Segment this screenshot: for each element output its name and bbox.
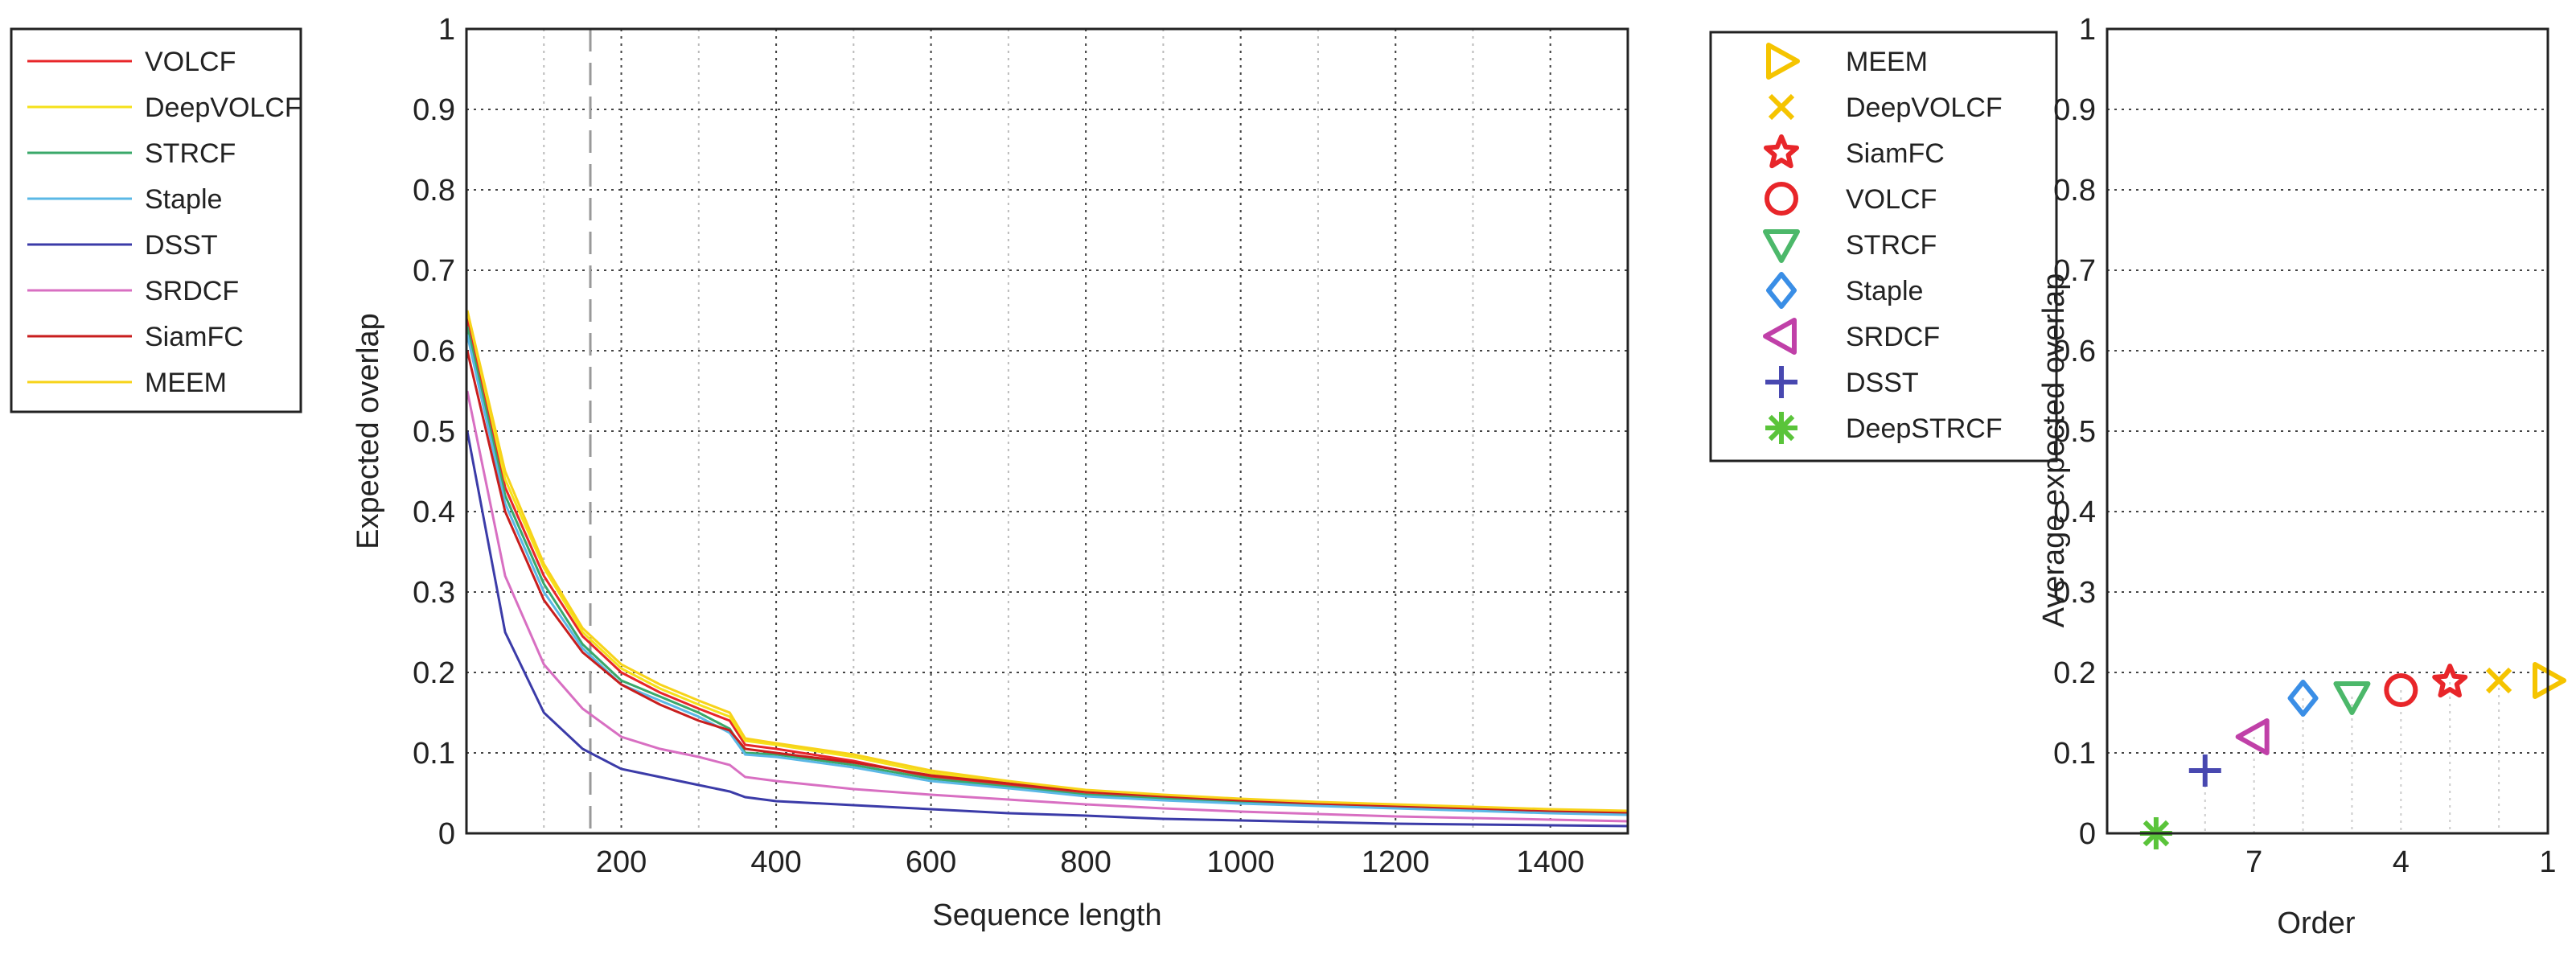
legend-label: STRCF: [145, 138, 236, 169]
average-expected-overlap-chart: 0 0.1 0.2 0.3 0.4 0.5 0.6 0.7 0.8 0.9 1 7 4 1 Order A…: [2037, 13, 2566, 940]
x-tick-label: 800: [1060, 845, 1111, 879]
y-axis-label-2: Average expected overlap: [2037, 273, 2071, 628]
legend-label: VOLCF: [145, 47, 236, 77]
point-deepvolcf: [2485, 667, 2512, 694]
y-tick-label: 0: [2079, 817, 2096, 851]
y-tick-label: 0.7: [413, 254, 455, 288]
x-tick-label: 400: [750, 845, 801, 879]
legend-label: SRDCF: [1846, 322, 1940, 352]
y-tick-label: 1: [438, 13, 455, 47]
point-srdcf: [2235, 718, 2270, 755]
point-strcf: [2333, 681, 2371, 715]
y-tick-label: 0.1: [2053, 737, 2096, 771]
legend-label: MEEM: [145, 368, 227, 398]
point-siamfc: [2432, 664, 2468, 698]
x-tick-label: 1200: [1362, 845, 1430, 879]
series-line-staple: [466, 334, 1629, 816]
x-tick-label: 7: [2245, 845, 2262, 879]
x-axis-label-1: Sequence length: [932, 898, 1161, 932]
y-axis-label-1: Expected overlap: [351, 313, 385, 549]
y-tick-label: 0.9: [413, 93, 455, 127]
x-tick-label: 1: [2539, 845, 2556, 879]
y-tick-label: 0.8: [2053, 174, 2096, 208]
y-tick-label: 0.4: [2053, 495, 2096, 529]
y-tick-label: 0.4: [413, 495, 455, 529]
point-volcf: [2384, 673, 2418, 707]
legend-label: Staple: [145, 184, 222, 215]
point-staple: [2287, 680, 2319, 717]
legend-label: SRDCF: [145, 276, 239, 306]
y-tick-label: 0.2: [2053, 656, 2096, 690]
series-line-meem: [466, 310, 1629, 812]
x-tick-label: 600: [906, 845, 956, 879]
legend-label: SiamFC: [1846, 138, 1945, 169]
y-tick-label: 0.5: [413, 415, 455, 449]
y-tick-label: 1: [2079, 13, 2096, 47]
legend-label: DSST: [145, 230, 218, 261]
y-tick-label: 0.3: [2053, 576, 2096, 610]
x-tick-label: 1400: [1516, 845, 1584, 879]
legend-label: DSST: [1846, 368, 1919, 398]
y-tick-label: 0.9: [2053, 93, 2096, 127]
plot-frame-1: [465, 27, 1629, 835]
y-tick-label: 0.7: [2053, 254, 2096, 288]
y-tick-label: 0.6: [413, 335, 455, 368]
plot-frame-2: [2106, 27, 2549, 835]
y-tick-label: 0.8: [413, 174, 455, 208]
legend-box: [1709, 31, 2058, 463]
legend-box: [10, 27, 302, 413]
point-meem: [2533, 662, 2566, 699]
x-tick-label: 200: [596, 845, 647, 879]
y-tick-label: 0: [438, 817, 455, 851]
legend-marker-siamfc: [1763, 134, 1800, 169]
series-line-dsst: [466, 430, 1629, 828]
y-tick-label: 0.1: [413, 737, 455, 771]
legend-marker-dsst: [1765, 366, 1797, 398]
legend-marker-deepvolcf: [1768, 93, 1795, 121]
y-tick-label: 0.2: [413, 656, 455, 690]
x-tick-label: 1000: [1206, 845, 1275, 879]
legend-marker-srdcf: [1763, 318, 1797, 355]
legend-marker-strcf: [1763, 229, 1800, 263]
legend-label: DeepSTRCF: [1846, 413, 2003, 444]
x-axis-label-2: Order: [2277, 907, 2355, 940]
legend-marker-staple: [1766, 272, 1797, 309]
grid-1: [466, 29, 1628, 833]
legend-label: SiamFC: [145, 322, 244, 352]
legend-label: VOLCF: [1846, 184, 1937, 215]
legend-label: Staple: [1846, 276, 1923, 306]
axis-ticks-2: 0 0.1 0.2 0.3 0.4 0.5 0.6 0.7 0.8 0.9 1 7 4 1: [2053, 13, 2556, 879]
legend-label: MEEM: [1846, 47, 1928, 77]
series-lines: [466, 310, 1629, 828]
legend-marker-volcf: [1765, 182, 1798, 216]
scatter-legend: MEEM DeepVOLCF SiamFC VOLCF STRCF Staple SRDCF…: [1709, 31, 2058, 463]
line-chart-legend: VOLCF DeepVOLCF STRCF Staple DSST SRDCF SiamFC…: [10, 27, 302, 413]
legend-label: STRCF: [1846, 230, 1937, 261]
series-line-siamfc: [466, 350, 1629, 814]
legend-label: DeepVOLCF: [145, 93, 302, 123]
y-tick-label: 0.6: [2053, 335, 2096, 368]
point-dsst: [2188, 754, 2221, 787]
legend-marker-deepstrcf: [1765, 412, 1797, 444]
series-line-srdcf: [466, 390, 1629, 823]
y-tick-label: 0.3: [413, 576, 455, 610]
grid-2: [2107, 109, 2549, 833]
legend-marker-meem: [1766, 43, 1800, 80]
x-tick-label: 4: [2393, 845, 2410, 879]
y-tick-label: 0.5: [2053, 415, 2096, 449]
legend-label: DeepVOLCF: [1846, 93, 2003, 123]
